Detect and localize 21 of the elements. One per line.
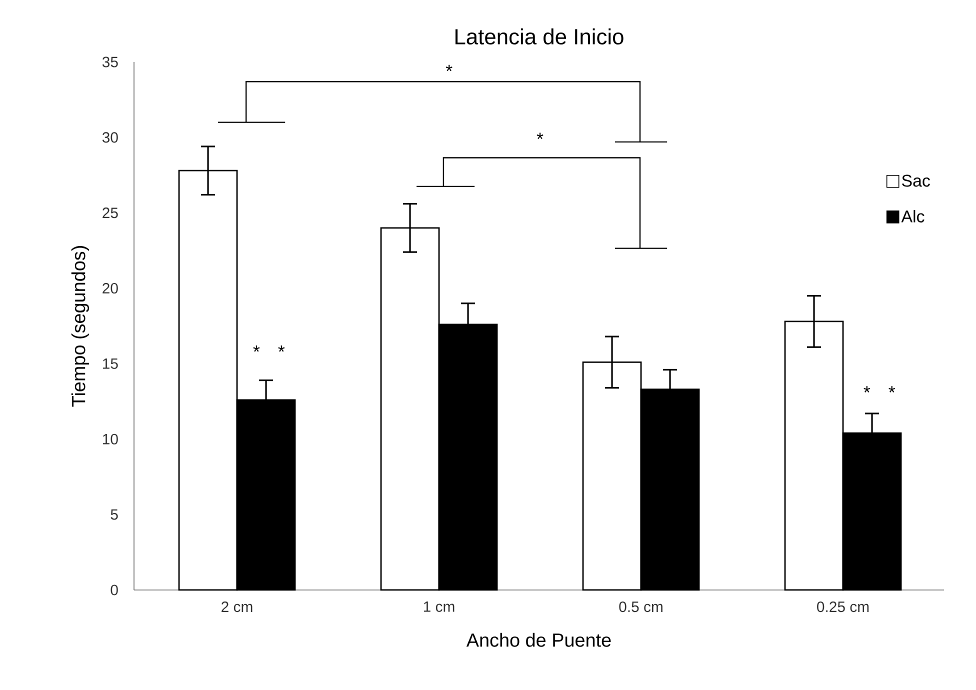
annotation: * *: [253, 345, 285, 352]
y-tick-label: 5: [110, 509, 118, 520]
y-axis-title: Tiempo (segundos): [71, 246, 90, 407]
annotation: * *: [864, 386, 896, 392]
y-tick-label: 20: [102, 282, 118, 294]
y-tick-label: 10: [103, 434, 118, 444]
legend-label: Sac: [902, 174, 930, 187]
legend-label: Alc: [901, 210, 924, 222]
y-tick-label: 30: [102, 132, 118, 143]
y-tick-label: 35: [102, 56, 118, 68]
x-tick-label: 2 cm: [222, 602, 252, 612]
x-tick-label: 0.25 cm: [817, 602, 869, 612]
annotation: *: [446, 64, 452, 72]
chart-title: Latencia de Inicio: [456, 28, 624, 44]
y-tick-label: 15: [103, 358, 118, 369]
x-tick-label: 0.5 cm: [619, 602, 662, 612]
y-tick-label: 0: [110, 584, 118, 596]
x-tick-label: 1 cm: [424, 602, 454, 612]
x-axis-title: Ancho de Puente: [466, 632, 611, 647]
annotation: *: [536, 132, 544, 140]
y-tick-label: 25: [102, 208, 118, 218]
